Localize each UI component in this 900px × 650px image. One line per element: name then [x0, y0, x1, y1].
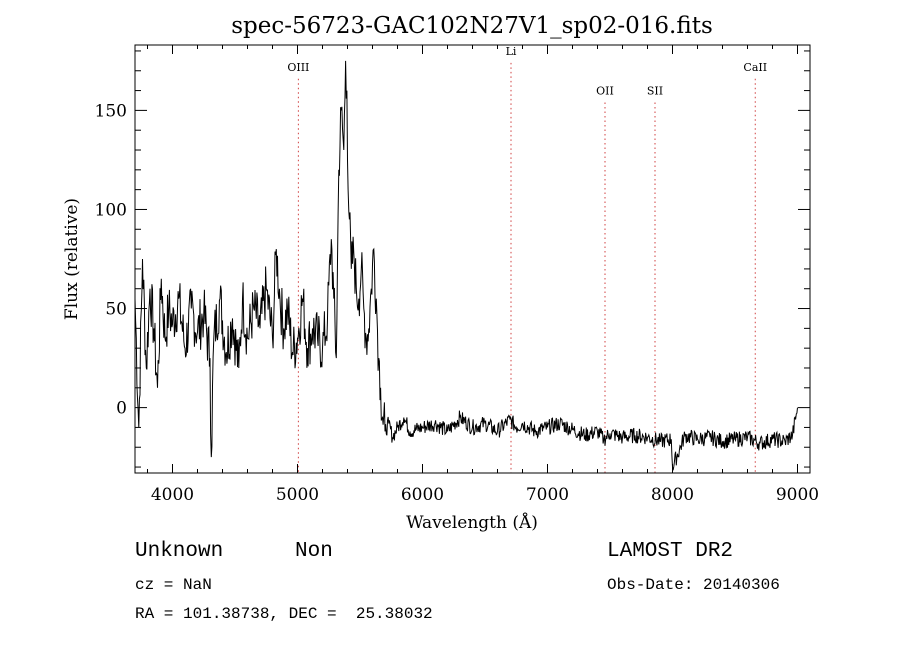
survey-name: LAMOST DR2 [607, 540, 734, 563]
y-tick-label: 100 [95, 200, 127, 220]
object-class: Unknown [135, 540, 224, 563]
x-tick-label: 8000 [651, 485, 694, 505]
line-marker-label: OII [596, 85, 614, 98]
y-tick-label: 150 [95, 101, 127, 121]
redshift-cz: cz = NaN [135, 576, 212, 594]
series-group [134, 60, 798, 471]
x-tick-label: 5000 [276, 485, 319, 505]
x-tick-label: 4000 [151, 485, 194, 505]
line-marker-label: SII [647, 85, 663, 98]
object-subclass: Non [295, 540, 333, 563]
x-tick-label: 9000 [776, 485, 819, 505]
line-marker-label: Li [506, 45, 517, 58]
line-marker-label: CaII [743, 61, 767, 74]
coordinates: RA = 101.38738, DEC = 25.38032 [135, 605, 433, 623]
x-axis-label: Wavelength (Å) [406, 512, 538, 533]
x-tick-label: 7000 [526, 485, 569, 505]
chart-title: spec-56723-GAC102N27V1_sp02-016.fits [231, 13, 713, 39]
axis-ticks: 4000 5000 6000 7000 8000 9000 0 50 100 150 [95, 45, 819, 505]
line-marker-label: OIII [287, 61, 309, 74]
plot-frame [134, 44, 811, 474]
spectrum-chart: spec-56723-GAC102N27V1_sp02-016.fits OII… [62, 13, 819, 533]
spectrum-line [134, 60, 798, 471]
observation-date: Obs-Date: 20140306 [607, 576, 780, 594]
x-tick-label: 6000 [401, 485, 444, 505]
y-tick-label: 50 [105, 300, 127, 320]
y-tick-label: 0 [116, 399, 127, 419]
y-axis-label: Flux (relative) [62, 198, 82, 320]
line-markers: OIII Li OII SII CaII [287, 45, 767, 473]
